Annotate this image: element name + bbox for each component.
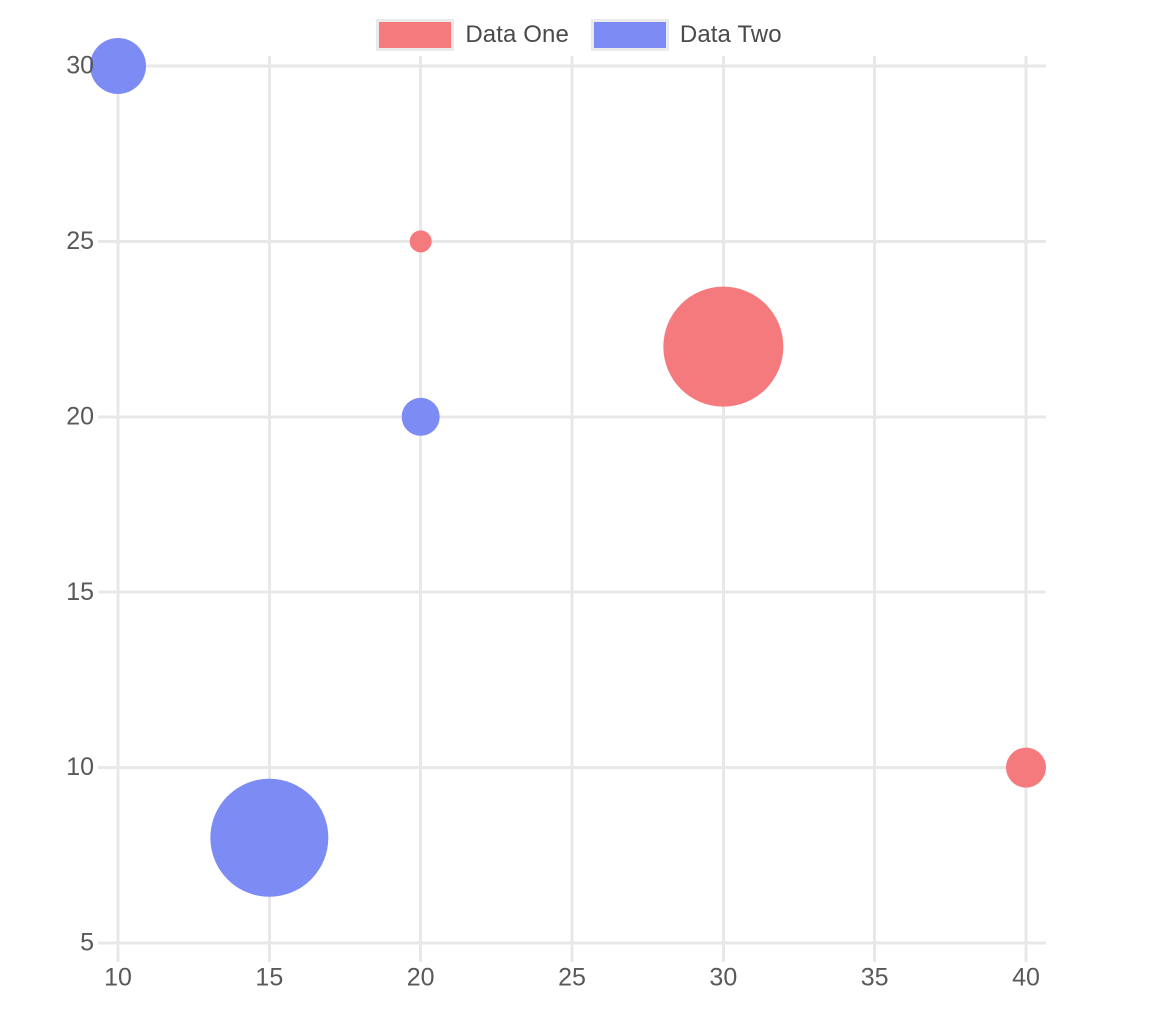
legend-label-data-one: Data One [465, 21, 569, 48]
y-tick-label-20: 20 [66, 402, 94, 430]
legend-swatch-data-one [376, 19, 455, 51]
bubble-data-one-20-25[interactable] [409, 230, 432, 253]
x-tick-label-20: 20 [407, 964, 435, 992]
y-tick-label-5: 5 [80, 929, 94, 957]
x-tick-label-35: 35 [861, 964, 889, 992]
legend-item-data-one[interactable]: Data One [376, 19, 569, 51]
bubble-data-two-15-8[interactable] [210, 778, 329, 897]
y-tick-label-10: 10 [66, 753, 94, 781]
y-axis-tick-labels: 5 10 15 20 25 30 [66, 52, 94, 957]
x-tick-label-10: 10 [104, 964, 132, 992]
bubble-data-one-30-22[interactable] [663, 286, 784, 407]
bubble-data-two-10-30[interactable] [90, 38, 146, 94]
legend-label-data-two: Data Two [679, 21, 782, 48]
legend-item-data-two[interactable]: Data Two [590, 19, 782, 51]
chart-legend: Data One Data Two [0, 16, 1158, 54]
x-tick-label-25: 25 [558, 964, 586, 992]
bubble-data-two-20-20[interactable] [401, 397, 440, 436]
y-tick-label-25: 25 [66, 227, 94, 255]
y-tick-label-15: 15 [66, 578, 94, 606]
x-axis-tick-labels: 10 15 20 25 30 35 40 [104, 964, 1040, 992]
x-tick-label-15: 15 [255, 964, 283, 992]
x-tick-label-30: 30 [709, 964, 737, 992]
y-tick-label-30: 30 [66, 52, 94, 80]
horizontal-gridlines [98, 64, 1046, 945]
legend-swatch-data-two [590, 19, 669, 51]
x-tick-label-40: 40 [1012, 964, 1040, 992]
bubble-data-one-40-10[interactable] [1006, 747, 1046, 788]
bubbles-layer [90, 38, 1046, 897]
